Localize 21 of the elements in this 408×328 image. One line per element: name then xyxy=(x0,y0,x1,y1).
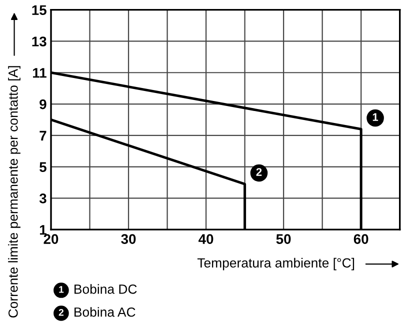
y-tick-label: 13 xyxy=(32,36,46,46)
y-tick-label: 5 xyxy=(40,162,46,172)
x-tick-label: 60 xyxy=(354,234,368,244)
y-tick-label: 3 xyxy=(39,194,46,204)
text: 2 xyxy=(58,308,64,316)
legend-label: Bobina AC xyxy=(74,307,136,317)
x-axis-title: Temperatura ambiente [°C] xyxy=(197,258,354,270)
legend-label: Bobina DC xyxy=(74,284,137,294)
x-tick-label: 20 xyxy=(44,234,58,244)
x-tick-label: 40 xyxy=(198,234,214,244)
x-tick-label: 30 xyxy=(121,234,136,244)
y-tick-label: 1 xyxy=(40,225,46,235)
y-axis-title: Corrente limite permanente per contatto [A] xyxy=(8,66,20,318)
annotation: 2 xyxy=(256,168,262,176)
x-tick-label: 50 xyxy=(276,234,291,244)
y-tick-label: 15 xyxy=(32,5,46,16)
y-tick-label: 7 xyxy=(40,130,46,140)
annotation: 1 xyxy=(372,113,378,121)
y-tick-label: 9 xyxy=(40,99,46,110)
text: 1 xyxy=(59,286,64,293)
y-tick-label: 11 xyxy=(33,68,46,78)
